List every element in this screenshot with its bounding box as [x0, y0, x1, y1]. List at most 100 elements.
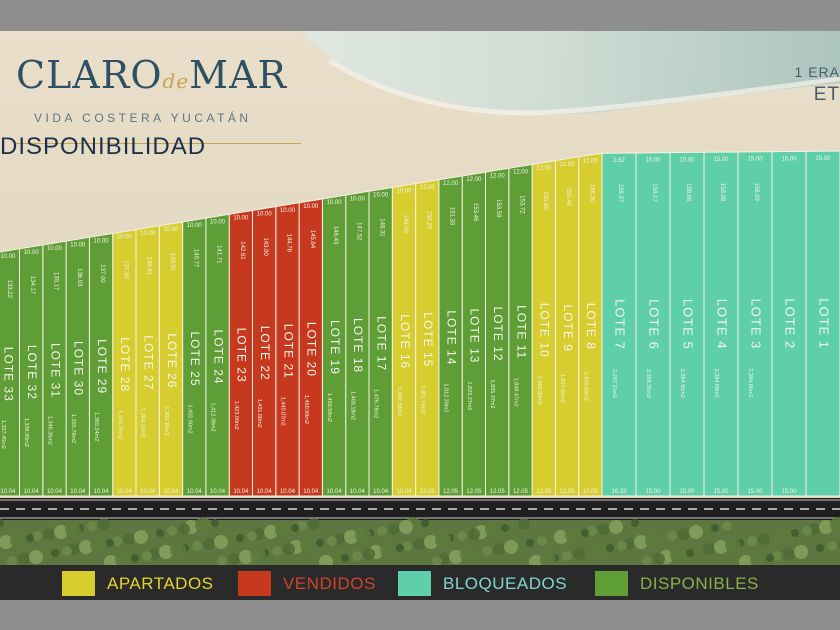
tree-canopy	[766, 554, 774, 562]
lot-map: 15.00 LOTE 1 15.00 LOTE 2 15.00 15.00 158.99 LO…	[0, 31, 840, 600]
tree-canopy	[316, 539, 324, 547]
brand-wordmark: CLAROdeMAR	[16, 53, 287, 97]
tree-canopy	[308, 518, 320, 530]
lot-back-lote-16: 10.04	[396, 489, 412, 495]
tree-canopy	[670, 547, 686, 563]
lot-back-lote-9: 12.05	[560, 489, 576, 495]
tree-canopy	[327, 536, 337, 546]
lot-depth-lote-4: 158.98	[719, 183, 725, 202]
legend-label-vendido: VENDIDOS	[283, 573, 376, 593]
lot-area-lote-3: 2,384.85m2	[747, 368, 753, 397]
lot-depth-lote-25: 140.77	[192, 249, 198, 268]
lot-area-lote-16: 1,487.58m2	[396, 387, 402, 416]
stage-line-1: 1 ERA	[794, 64, 840, 80]
tree-canopy	[239, 550, 253, 564]
lot-area-lote-10: 1,860.89m2	[536, 376, 542, 405]
lot-front-lote-26: 10.00	[163, 227, 179, 233]
lot-front-lote-33: 10.00	[0, 254, 16, 260]
tree-canopy	[344, 530, 358, 544]
stage-line-2: ET	[813, 84, 840, 105]
lot-parcel-lote-33[interactable]	[0, 248, 20, 497]
tree-canopy	[396, 544, 404, 552]
tree-canopy	[352, 551, 362, 561]
tree-canopy	[526, 539, 534, 547]
lot-area-lote-26: 1,393.39m2	[163, 406, 169, 435]
tree-canopy	[214, 535, 228, 549]
lot-depth-lote-33: 133.22	[6, 280, 12, 299]
tree-canopy	[819, 520, 833, 534]
lot-front-lote-32: 10.00	[24, 250, 40, 256]
tree-canopy	[115, 552, 131, 568]
tree-canopy	[377, 526, 387, 536]
lot-area-lote-8: 1,850.68m2	[582, 372, 588, 401]
lot-area-lote-9: 1,837.60m2	[559, 374, 565, 403]
lot-front-lote-30: 10.00	[70, 242, 86, 248]
lot-back-lote-3: 15.00	[747, 489, 763, 495]
tree-canopy	[291, 524, 299, 532]
tree-canopy	[236, 534, 244, 542]
tree-canopy	[62, 546, 72, 556]
tree-canopy	[794, 545, 808, 559]
lot-back-lote-5: 15.00	[679, 489, 695, 495]
lot-back-lote-29: 10.04	[94, 489, 110, 495]
legend-item-bloqueado: BLOQUEADOS	[398, 571, 567, 596]
tree-canopy	[65, 522, 81, 538]
tree-canopy	[217, 556, 227, 566]
lot-depth-lote-13: 153.46	[472, 203, 478, 222]
tree-canopy	[485, 522, 501, 538]
tree-canopy	[457, 531, 467, 541]
tree-canopy	[645, 532, 661, 548]
tree-canopy	[79, 540, 93, 554]
lot-front-lote-27: 10.00	[140, 231, 156, 237]
tree-canopy	[504, 540, 518, 554]
lot-depth-lote-30: 136.03	[76, 268, 82, 287]
tree-canopy	[170, 542, 186, 558]
tree-canopy	[722, 521, 732, 531]
tree-canopy	[667, 531, 677, 541]
lot-area-lote-31: 1,346.36m2	[46, 416, 52, 445]
tree-canopy	[142, 551, 152, 561]
tree-canopy	[272, 546, 282, 556]
lot-back-lote-33: 10.04	[0, 489, 16, 495]
lot-depth-lote-26: 139.91	[169, 253, 175, 272]
lot-area-lote-20: 1,450.99m2	[303, 395, 309, 424]
lot-area-lote-4: 2,384.68m2	[713, 369, 719, 398]
sea-area	[300, 31, 840, 115]
legend-swatch-apartado	[62, 571, 95, 596]
lot-label-lote-6: LOTE 6	[647, 299, 662, 350]
tree-canopy	[493, 543, 505, 555]
lot-label-lote-4: LOTE 4	[715, 299, 730, 350]
tree-canopy	[772, 551, 782, 561]
tree-canopy	[689, 525, 703, 539]
lot-front-lote-12: 12.00	[490, 173, 506, 179]
lot-label-lote-32: LOTE 32	[25, 345, 39, 400]
tree-canopy	[178, 523, 190, 535]
tree-canopy	[402, 541, 412, 551]
lot-area-lote-11: 1,848.47m2	[512, 378, 518, 407]
lot-back-lote-15: 12.05	[420, 489, 436, 495]
brand-underline	[16, 143, 301, 144]
lot-area-lote-27: 1,384.15m2	[140, 408, 146, 437]
legend-item-vendido: VENDIDOS	[238, 571, 376, 596]
lot-back-lote-12: 12.05	[490, 489, 506, 495]
legend-label-apartado: APARTADOS	[107, 573, 214, 593]
tree-canopy	[355, 527, 371, 543]
brand-tagline: VIDA COSTERA YUCATÁN	[34, 111, 252, 125]
tree-canopy	[300, 537, 316, 553]
lot-back-lote-24: 10.04	[210, 489, 226, 495]
lot-depth-lote-27: 138.91	[146, 257, 152, 276]
lot-label-lote-9: LOTE 9	[561, 305, 575, 352]
lot-front-lote-20: 10.00	[303, 204, 319, 210]
lot-label-lote-33: LOTE 33	[2, 347, 16, 402]
lot-back-lote-14: 12.05	[443, 489, 459, 495]
lot-area-lote-13: 1,823.27m2	[466, 381, 472, 410]
tree-canopy	[714, 540, 728, 554]
tree-canopy	[131, 554, 139, 562]
lot-label-lote-28: LOTE 28	[118, 337, 132, 392]
lot-back-lote-19: 10.04	[327, 489, 343, 495]
lot-depth-lote-10: 155.80	[542, 191, 548, 210]
lot-depth-lote-22: 143.90	[262, 237, 268, 256]
legend-swatch-vendido	[238, 571, 271, 596]
lot-label-lote-19: LOTE 19	[328, 320, 342, 375]
lot-label-lote-27: LOTE 27	[141, 335, 155, 390]
